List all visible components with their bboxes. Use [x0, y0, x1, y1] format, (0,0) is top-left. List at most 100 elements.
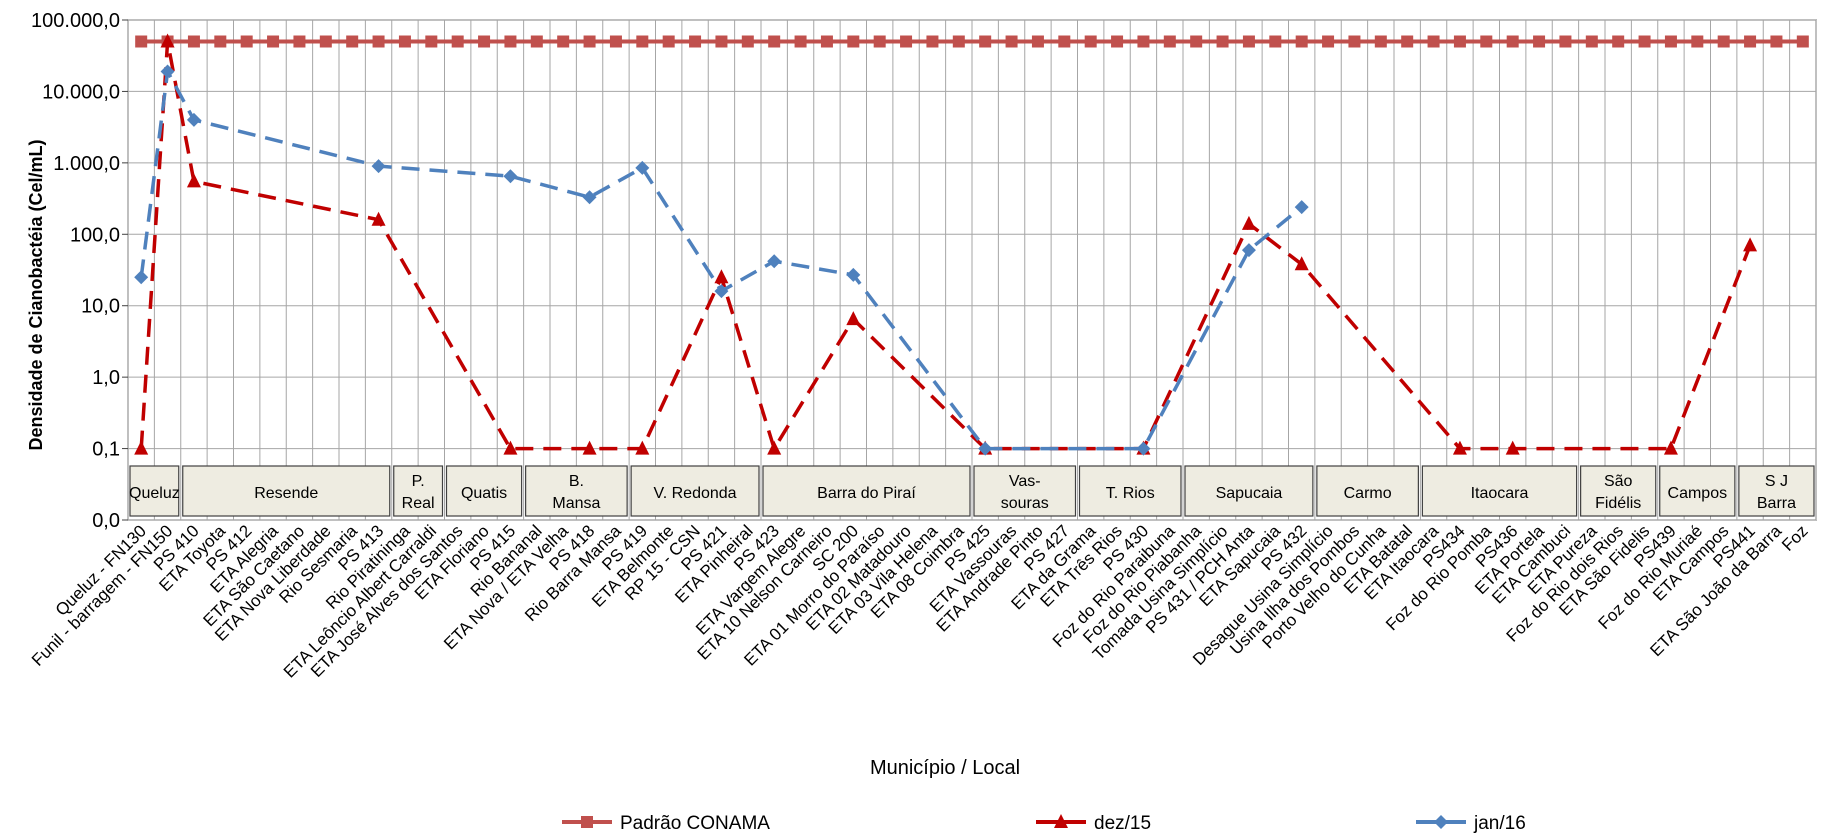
data-point-square [1031, 35, 1044, 48]
data-point-diamond [1241, 243, 1256, 258]
data-point-square [1664, 35, 1677, 48]
region-band-box [129, 465, 180, 517]
legend-marker [1434, 815, 1448, 829]
region-band: Itaocara [1421, 465, 1578, 517]
data-point-square [979, 35, 992, 48]
data-point-diamond [371, 159, 386, 174]
region-band-label: Resende [254, 485, 318, 502]
region-band: São Fidélis [1580, 465, 1657, 517]
data-point-square [1427, 35, 1440, 48]
data-point-square [1190, 35, 1203, 48]
y-tick-label: 0,0 [92, 510, 120, 532]
data-point-square [1084, 35, 1097, 48]
data-point-triangle [134, 440, 149, 455]
region-band: S J Barra [1738, 465, 1815, 517]
data-point-square [1322, 35, 1335, 48]
data-point-square [1058, 35, 1071, 48]
data-point-square [609, 35, 622, 48]
data-point-diamond [1136, 441, 1151, 456]
series-jan16 [134, 64, 1309, 456]
y-axis-ticks: 0,0 0,1 1,0 10,0 100,0 1.000,0 10.000,0 100.000… [31, 10, 128, 532]
region-band-box [973, 465, 1077, 517]
data-point-square [1585, 35, 1598, 48]
data-point-square [530, 35, 543, 48]
region-band-label: São [1604, 473, 1633, 490]
region-band: Vas-souras [973, 465, 1077, 517]
data-point-square [557, 35, 570, 48]
data-point-triangle [635, 440, 650, 455]
data-point-square [267, 35, 280, 48]
region-band-label: Barra do Piraí [817, 485, 916, 502]
region-band-label: Mansa [552, 495, 600, 512]
data-point-diamond [714, 284, 729, 299]
data-point-triangle [1663, 440, 1678, 455]
region-band: Carmo [1316, 465, 1419, 517]
y-tick-label: 0,1 [92, 439, 120, 461]
data-point-square [873, 35, 886, 48]
series-conama [135, 35, 1809, 48]
legend-marker [1054, 814, 1068, 828]
data-point-square [1770, 35, 1783, 48]
data-point-square [478, 35, 491, 48]
region-band-label: Itaocara [1471, 485, 1529, 502]
data-point-triangle [1505, 440, 1520, 455]
region-band-box [1738, 465, 1815, 517]
region-band: Sapucaia [1184, 465, 1314, 517]
region-band: Resende [182, 465, 391, 517]
data-point-square [1005, 35, 1018, 48]
data-point-square [1612, 35, 1625, 48]
data-point-square [952, 35, 965, 48]
data-point-diamond [767, 254, 782, 269]
y-tick-label: 10,0 [81, 296, 120, 318]
data-point-diamond [582, 190, 597, 205]
data-point-diamond [635, 160, 650, 175]
region-band-box [1316, 465, 1419, 517]
data-point-diamond [134, 270, 149, 285]
data-point-square [1638, 35, 1651, 48]
data-point-diamond [160, 64, 175, 79]
grid-lines [127, 19, 1817, 521]
region-band-label: P. [412, 473, 425, 490]
region-band-label: Sapucaia [1216, 485, 1283, 502]
data-point-square [1480, 35, 1493, 48]
data-point-square [1401, 35, 1414, 48]
data-point-square [1744, 35, 1757, 48]
region-band-box [762, 465, 971, 517]
data-point-square [1691, 35, 1704, 48]
data-point-triangle [503, 440, 518, 455]
region-band-box [393, 465, 444, 517]
data-point-square [1242, 35, 1255, 48]
data-point-diamond [186, 112, 201, 127]
region-band-label: V. Redonda [654, 485, 737, 502]
data-point-square [847, 35, 860, 48]
region-band-label: Queluz [129, 485, 180, 502]
region-band: Queluz [129, 465, 180, 517]
data-point-triangle [1743, 237, 1758, 252]
data-point-square [583, 35, 596, 48]
region-band-box [1580, 465, 1657, 517]
x-axis-title: Município / Local [870, 757, 1020, 779]
data-point-square [794, 35, 807, 48]
region-band-box [630, 465, 760, 517]
data-point-square [1269, 35, 1282, 48]
data-point-square [1374, 35, 1387, 48]
data-point-square [187, 35, 200, 48]
data-point-square [135, 35, 148, 48]
region-band-label: Fidélis [1595, 495, 1641, 512]
region-band-label: B. [569, 473, 584, 490]
data-point-square [900, 35, 913, 48]
data-point-triangle [767, 440, 782, 455]
data-point-triangle [846, 311, 861, 326]
data-point-triangle [1294, 256, 1309, 271]
region-band-box [182, 465, 391, 517]
data-point-square [636, 35, 649, 48]
region-bands: Queluz Resende P. Real Quatis B. Mansa V. Redon… [129, 465, 1815, 517]
data-point-square [768, 35, 781, 48]
region-band-label: S J [1765, 473, 1788, 490]
data-point-square [1216, 35, 1229, 48]
data-point-square [1137, 35, 1150, 48]
legend-label: jan/16 [1473, 813, 1526, 834]
data-point-square [293, 35, 306, 48]
data-point-triangle [160, 33, 175, 48]
data-point-square [926, 35, 939, 48]
